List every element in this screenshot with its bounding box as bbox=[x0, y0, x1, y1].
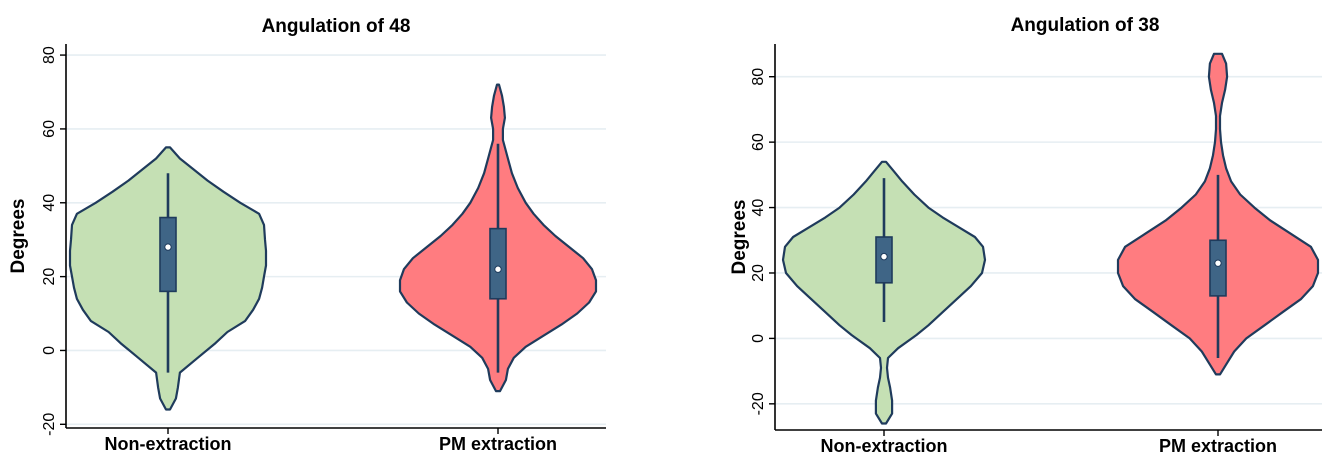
y-axis-label: Degrees bbox=[729, 200, 750, 275]
y-tick-label: 80 bbox=[750, 68, 767, 86]
y-tick-label: 20 bbox=[41, 268, 58, 286]
median-marker bbox=[880, 252, 888, 261]
y-tick-label: -20 bbox=[41, 413, 58, 436]
iqr-box bbox=[489, 227, 507, 300]
median-marker bbox=[494, 265, 502, 273]
y-tick-label: 40 bbox=[41, 194, 58, 212]
iqr-box bbox=[159, 216, 177, 293]
y-tick-label: 20 bbox=[750, 264, 767, 282]
chart-title: Angulation of 48 bbox=[262, 16, 411, 37]
chart-angulation-38: -20 0 20 40 60 80 Non-extraction PM extraction A… bbox=[729, 15, 1322, 456]
x-category-label: PM extraction bbox=[1159, 436, 1277, 456]
x-category-label: PM extraction bbox=[439, 434, 557, 454]
y-tick-label: 0 bbox=[750, 334, 767, 343]
x-category-label: Non-extraction bbox=[820, 436, 947, 456]
y-tick-label: 80 bbox=[41, 46, 58, 64]
y-tick-label: 40 bbox=[750, 199, 767, 217]
x-category-label: Non-extraction bbox=[104, 434, 231, 454]
chart-angulation-48: -20 0 20 40 60 80 Non-extraction PM extraction A… bbox=[8, 16, 606, 454]
y-tick-label: 0 bbox=[41, 346, 58, 355]
median-marker bbox=[1214, 259, 1222, 267]
median-marker bbox=[164, 243, 172, 251]
iqr-box bbox=[1209, 239, 1227, 297]
y-tick-label: 60 bbox=[750, 133, 767, 151]
y-axis-label: Degrees bbox=[8, 199, 29, 274]
y-tick-label: -20 bbox=[750, 392, 767, 415]
y-tick-label: 60 bbox=[41, 120, 58, 138]
chart-title: Angulation of 38 bbox=[1011, 15, 1160, 36]
